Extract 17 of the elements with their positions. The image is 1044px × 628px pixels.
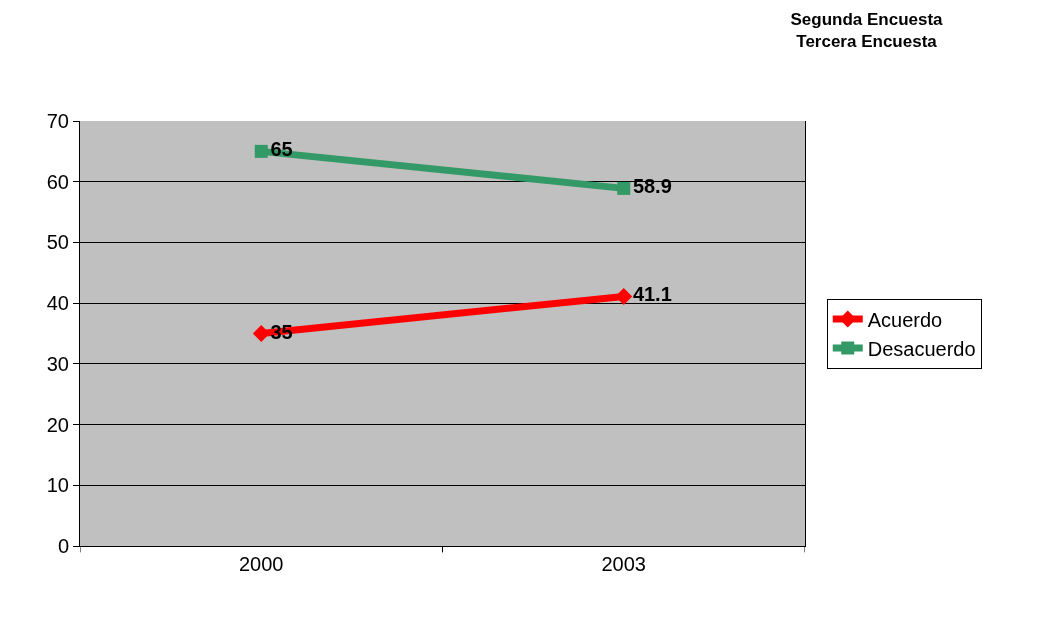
data-label: 65	[270, 138, 293, 161]
legend-label: Desacuerdo	[867, 337, 976, 360]
x-tick-label: 2003	[601, 553, 646, 575]
point	[254, 144, 268, 158]
legend-label: Acuerdo	[867, 308, 943, 331]
y-tick-label: 0	[57, 535, 69, 557]
x-tick-label: 2000	[239, 553, 284, 575]
y-tick-label: 20	[46, 413, 69, 436]
text: Segunda Encuesta Tercera Encuesta	[790, 10, 944, 52]
y-tick-label: 60	[46, 170, 69, 193]
y-tick-label: 40	[46, 292, 69, 315]
y-tick-label: 70	[46, 110, 69, 132]
data-label: 41.1	[632, 283, 672, 306]
y-tick-label: 50	[46, 231, 69, 254]
point	[617, 181, 631, 195]
y-tick-label: 10	[46, 474, 69, 497]
y-tick-label: 30	[46, 352, 69, 375]
